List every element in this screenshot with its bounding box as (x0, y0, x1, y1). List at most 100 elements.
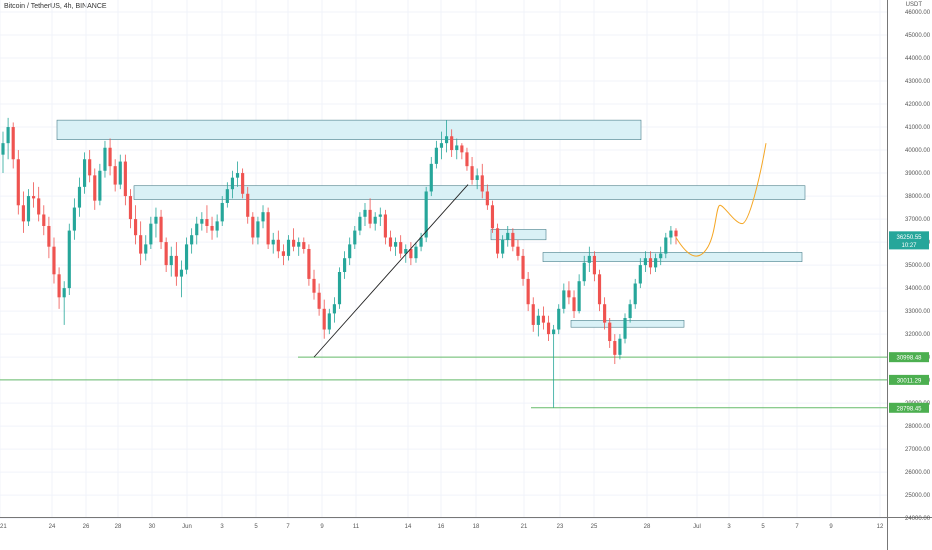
zone-box (542, 252, 803, 262)
candle-body (307, 248, 311, 279)
candle-body (52, 246, 56, 275)
candle-body (108, 147, 112, 167)
candle-body (343, 258, 347, 272)
candle-body (669, 230, 673, 238)
candle-body (133, 219, 138, 236)
y-tick-label: 41000.00 (905, 125, 931, 131)
candle-body (251, 216, 255, 238)
x-tick-label: Jul (693, 524, 701, 530)
price-tag-box (889, 352, 929, 363)
y-tick-label: 42000.00 (905, 102, 931, 108)
candle-body (526, 278, 530, 305)
candle-body (470, 166, 474, 180)
candle-body (638, 265, 642, 284)
candle-body (465, 152, 469, 167)
candle-body (200, 219, 204, 224)
candle-body (419, 237, 423, 247)
candle-body (353, 230, 357, 245)
price-unit: USDT (905, 2, 922, 8)
y-tick-label: 26000.00 (905, 470, 931, 476)
candle-body (1, 143, 5, 155)
axis-corner (888, 518, 932, 550)
candle-body (149, 223, 153, 245)
candle-body (572, 297, 576, 312)
x-tick-label: 3 (727, 524, 731, 530)
candle-body (322, 308, 326, 330)
candle-body (266, 212, 270, 245)
candle-body (6, 127, 10, 144)
chart-title: Bitcoin / TetherUS, 4h, BINANCE (4, 3, 107, 10)
candle-body (190, 235, 194, 245)
candle-body (552, 329, 556, 335)
candle-body (378, 214, 382, 217)
candle-body (587, 255, 591, 263)
candle-body (490, 205, 495, 229)
y-tick-label: 38000.00 (905, 194, 931, 200)
price-tag-label: 36250.55 (896, 235, 922, 241)
candle-body (460, 145, 464, 153)
candle-body (210, 225, 214, 231)
zone-box (570, 320, 685, 328)
candle-body (241, 173, 245, 194)
y-tick-label: 35000.00 (905, 263, 931, 269)
candle-body (597, 274, 602, 305)
x-tick-label: 3 (220, 524, 224, 530)
candle-body (475, 175, 479, 180)
candle-body (332, 304, 336, 314)
x-tick-label: 14 (405, 524, 412, 530)
candle-body (409, 248, 413, 259)
x-tick-label: Jun (182, 524, 192, 530)
candle-body (256, 221, 260, 238)
candle-body (654, 258, 658, 268)
candle-body (557, 308, 561, 330)
candle-body (144, 244, 148, 254)
candle-body (205, 219, 209, 226)
candle-body (47, 225, 51, 247)
x-tick-label: 9 (320, 524, 324, 530)
candle-body (592, 255, 597, 275)
x-tick-label: 5 (761, 524, 765, 530)
candle-body (444, 136, 449, 144)
y-tick-label: 43000.00 (905, 79, 931, 85)
x-tick-label: 21 (521, 524, 528, 530)
x-tick-label: 24 (49, 524, 56, 530)
candle-body (358, 216, 362, 231)
candle-body (246, 193, 250, 217)
candle-body (11, 127, 15, 160)
candle-body (659, 253, 663, 259)
candle-body (297, 242, 301, 247)
candle-body (261, 212, 265, 222)
candle-body (225, 189, 229, 203)
y-tick-label: 27000.00 (905, 447, 931, 453)
candle-body (72, 207, 76, 231)
candle-body (128, 196, 133, 220)
candle-body (32, 196, 36, 199)
price-tag-label: 30011.29 (897, 378, 922, 384)
candle-body (450, 136, 454, 151)
price-tag-box (889, 402, 929, 413)
candle-body (235, 173, 240, 178)
candle-body (577, 281, 581, 312)
candle-body (348, 244, 352, 259)
candle-body (37, 198, 41, 215)
candle-body (26, 196, 31, 222)
candle-body (618, 338, 622, 355)
candle-body (337, 272, 342, 305)
candle-body (154, 216, 158, 224)
candle-body (42, 214, 46, 226)
y-tick-label: 45000.00 (905, 33, 931, 39)
candle-body (169, 255, 173, 266)
candle-body (302, 242, 306, 249)
projection-path (675, 143, 767, 257)
y-tick-label: 25000.00 (905, 493, 931, 499)
candle-body (57, 274, 61, 298)
candle-body (664, 237, 668, 254)
candle-body (501, 239, 505, 254)
y-tick-label: 28000.00 (905, 424, 931, 430)
x-tick-label: 9 (829, 524, 833, 530)
x-tick-label: 23 (557, 524, 564, 530)
candle-body (399, 242, 403, 254)
price-tag-label: 28798.45 (896, 406, 922, 412)
